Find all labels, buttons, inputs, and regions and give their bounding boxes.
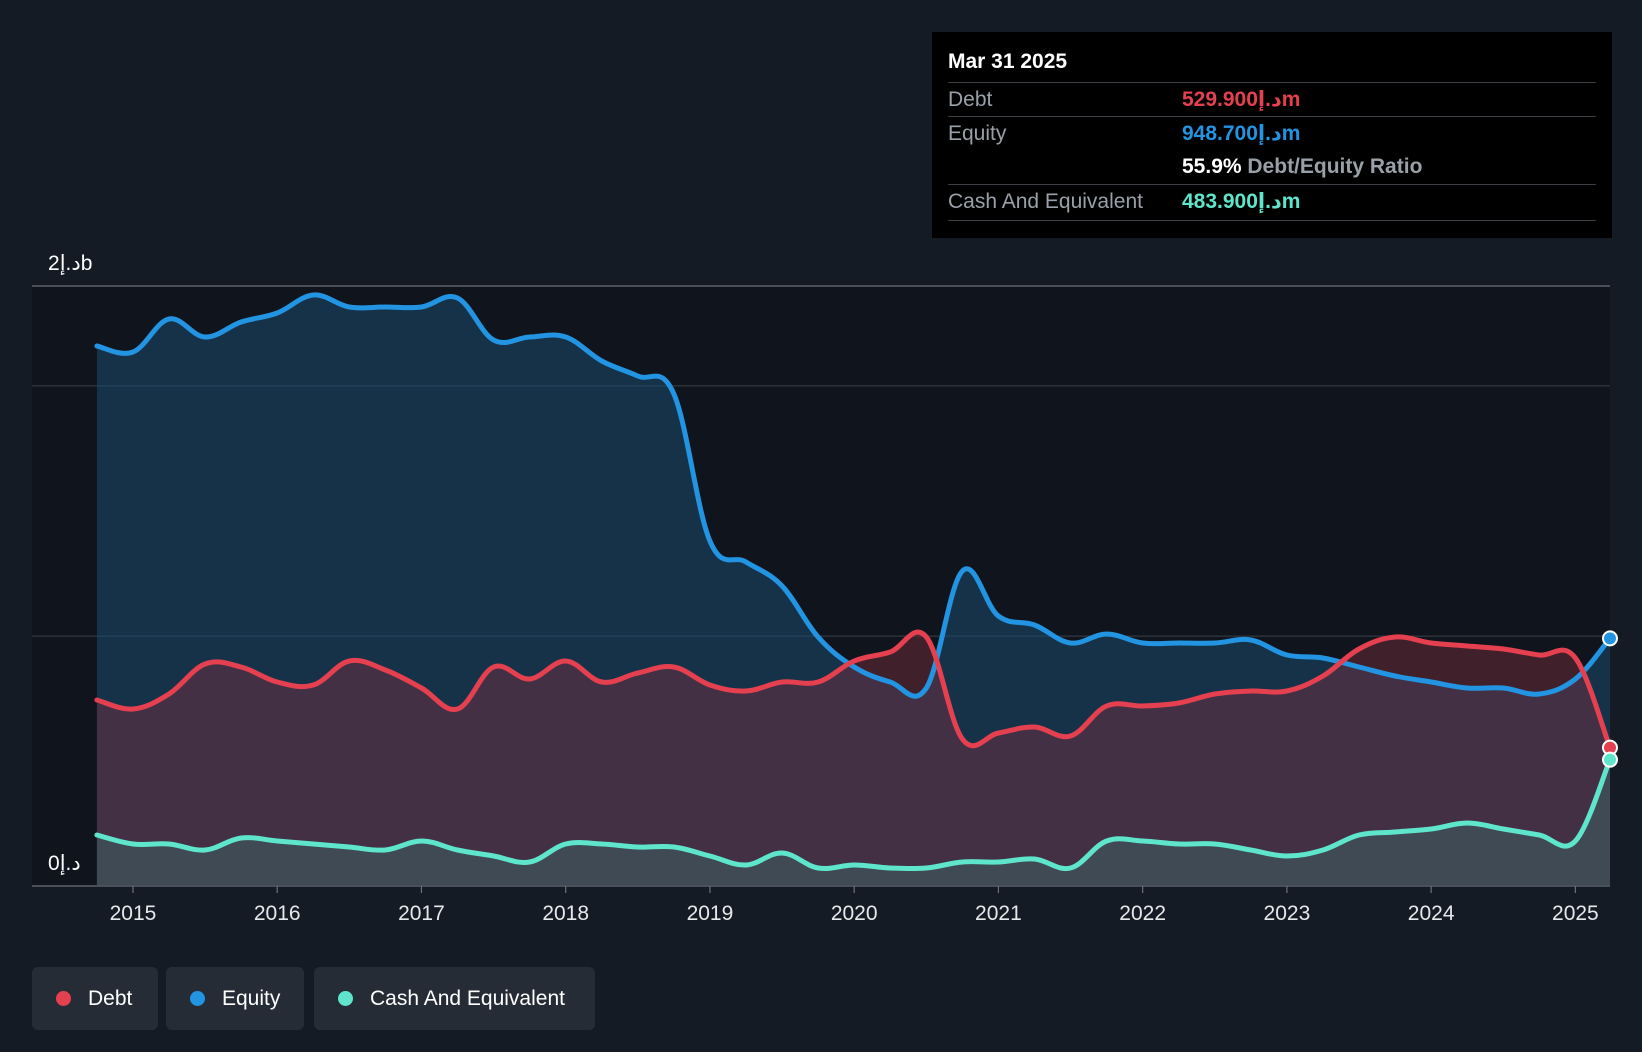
x-tick-label: 2015 [110, 902, 157, 925]
y-tick-label-bottom: 0د.إ [48, 852, 81, 876]
tooltip-debt-label: Debt [948, 88, 993, 111]
tooltip-equity-label: Equity [948, 122, 1007, 145]
x-tick-label: 2024 [1408, 902, 1455, 925]
legend-item-cash[interactable]: Cash And Equivalent [314, 967, 595, 1030]
x-tick-label: 2023 [1264, 902, 1311, 925]
cash-and-equivalent-end-marker [1602, 751, 1618, 768]
equity-end-marker [1602, 630, 1618, 647]
tooltip-debt-value: 529.900د.إm [1182, 88, 1301, 111]
x-tick-label: 2019 [687, 902, 734, 925]
x-tick-label: 2018 [542, 902, 589, 925]
debt-line [94, 629, 1613, 751]
legend-cash-label: Cash And Equivalent [370, 987, 565, 1010]
legend-equity-label: Equity [222, 987, 281, 1010]
tooltip-bottom-rule [948, 220, 1596, 221]
x-tick-label: 2022 [1119, 902, 1166, 925]
series-lines [94, 292, 1613, 872]
x-tick-label: 2016 [254, 902, 301, 925]
tooltip-date: Mar 31 2025 [948, 50, 1068, 73]
y-tick-label-top: 2د.إb [48, 252, 92, 276]
tooltip-cash-value: 483.900د.إm [1182, 190, 1301, 213]
end-markers [1602, 630, 1618, 768]
tooltip-cash-label: Cash And Equivalent [948, 190, 1143, 213]
x-axis: 2015 2016 2017 2018 2019 2020 2021 2022 2023 2024… [110, 886, 1599, 925]
debt-area [96, 632, 1610, 886]
equity-line [94, 292, 1613, 699]
x-tick-label: 2017 [398, 902, 445, 925]
legend-item-debt[interactable]: Debt [32, 967, 158, 1030]
tooltip-row-cash: Cash And Equivalent 483.900د.إm [948, 184, 1596, 218]
tooltip-row-ratio: 55.9% Debt/Equity Ratio [948, 150, 1596, 183]
tooltip-ratio-value: 55.9% [1182, 155, 1242, 178]
tooltip-ratio-label: Debt/Equity Ratio [1247, 155, 1423, 178]
tooltip-panel: Mar 31 2025 Debt 529.900د.إm Equity 948.… [932, 32, 1612, 238]
equity-dot-icon [190, 991, 205, 1006]
cash-dot-icon [338, 991, 353, 1006]
tooltip-ratio: 55.9% Debt/Equity Ratio [1182, 150, 1422, 183]
debt-dot-icon [56, 991, 71, 1006]
tooltip-row-debt: Debt 529.900د.إm [948, 82, 1596, 116]
tooltip-equity-value: 948.700د.إm [1182, 122, 1301, 145]
legend-debt-label: Debt [88, 987, 133, 1010]
legend-item-equity[interactable]: Equity [166, 967, 304, 1030]
x-tick-label: 2021 [975, 902, 1022, 925]
cash-and-equivalent-line [94, 757, 1613, 872]
x-tick-label: 2025 [1552, 902, 1599, 925]
x-tick-label: 2020 [831, 902, 878, 925]
equity-area [96, 294, 1610, 886]
tooltip-row-equity: Equity 948.700د.إm [948, 116, 1596, 150]
